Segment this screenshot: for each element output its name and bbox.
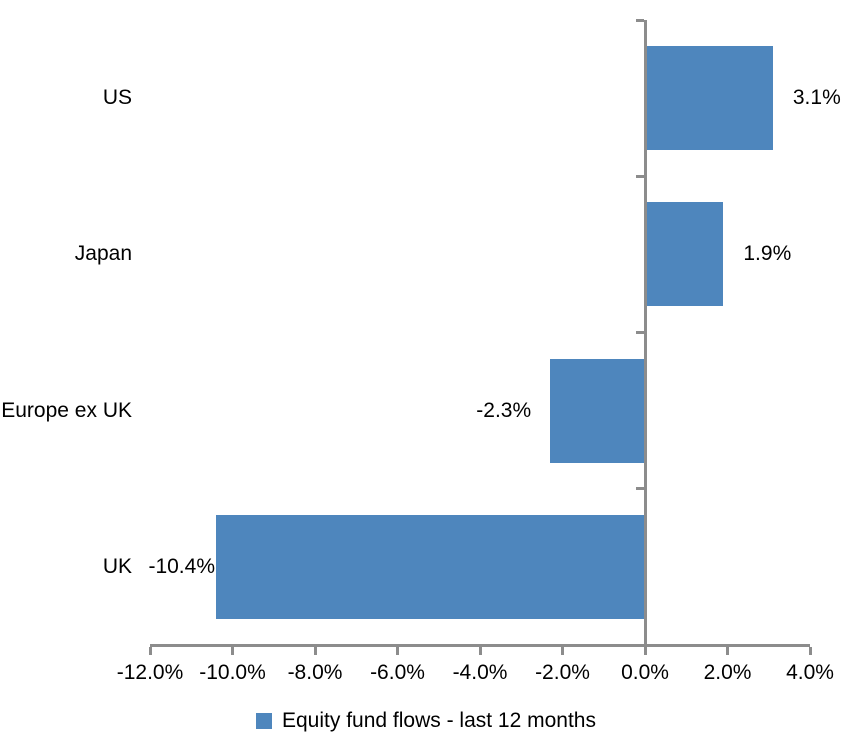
category-label: US bbox=[102, 86, 132, 110]
bar-europe-ex-uk bbox=[550, 358, 645, 463]
data-label: -10.4% bbox=[148, 554, 215, 578]
y-axis-tick bbox=[635, 487, 644, 491]
x-axis-tick-label: 0.0% bbox=[621, 661, 669, 684]
x-axis-tick-label: -6.0% bbox=[370, 661, 425, 684]
x-axis-tick bbox=[478, 646, 482, 655]
y-axis-tick bbox=[635, 174, 644, 178]
x-axis-tick-label: 4.0% bbox=[786, 661, 834, 684]
data-label: 3.1% bbox=[792, 86, 841, 110]
data-label: 1.9% bbox=[743, 242, 792, 266]
x-axis-tick-label: -10.0% bbox=[199, 661, 266, 684]
x-axis-tick-label: -4.0% bbox=[452, 661, 508, 684]
x-axis-tick bbox=[148, 646, 152, 655]
x-axis-tick bbox=[231, 646, 234, 655]
y-axis-tick bbox=[635, 331, 644, 334]
category-label: UK bbox=[102, 554, 132, 578]
x-axis-line bbox=[150, 643, 810, 647]
x-axis-tick bbox=[561, 646, 564, 655]
legend-series-label: Equity fund flows - last 12 months bbox=[282, 709, 596, 732]
x-axis-tick-label: -2.0% bbox=[535, 661, 590, 684]
x-axis-tick-label: -8.0% bbox=[287, 661, 343, 684]
x-axis-tick-label: 2.0% bbox=[703, 661, 752, 684]
legend-color-swatch bbox=[256, 713, 272, 729]
x-axis-tick bbox=[396, 646, 399, 655]
y-axis-zero-line bbox=[643, 20, 647, 653]
y-axis-tick bbox=[635, 18, 644, 22]
category-label: Europe ex UK bbox=[1, 398, 132, 422]
x-axis-tick bbox=[726, 646, 729, 655]
legend: Equity fund flows - last 12 months bbox=[0, 707, 852, 735]
x-axis-tick bbox=[643, 646, 647, 655]
data-label: -2.3% bbox=[476, 398, 532, 422]
bar-japan bbox=[645, 202, 724, 307]
x-axis-tick bbox=[808, 646, 812, 655]
x-axis-tick bbox=[313, 646, 317, 655]
bar-uk bbox=[216, 514, 645, 619]
bar-us bbox=[645, 46, 773, 151]
category-label: Japan bbox=[74, 242, 132, 266]
x-axis-tick-label: -12.0% bbox=[116, 661, 184, 684]
